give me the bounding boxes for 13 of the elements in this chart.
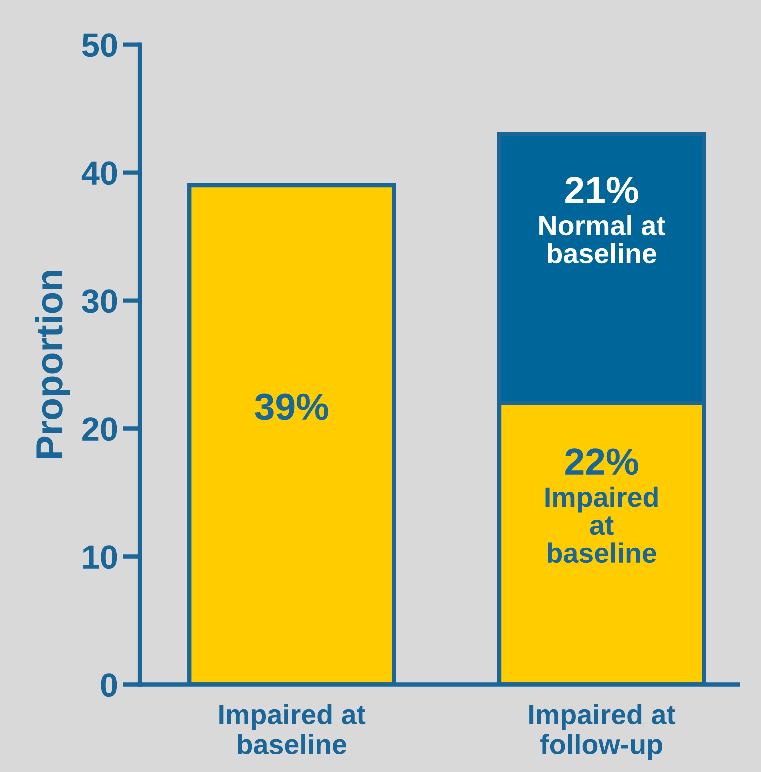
y-tick-label: 20 — [82, 418, 118, 442]
y-tick-label: 0 — [101, 674, 118, 698]
series-label: Normal at baseline — [540, 215, 666, 264]
data-label: 39% — [255, 394, 328, 420]
y-tick-label: 30 — [82, 290, 118, 314]
y-tick-label: 40 — [82, 162, 118, 186]
data-label: 22% — [566, 448, 638, 476]
y-axis-title: Proportion — [35, 271, 70, 458]
y-tick-label: 10 — [84, 546, 118, 570]
data-label: 21% — [566, 177, 638, 204]
y-tick-label: 50 — [82, 34, 118, 58]
series-label: Impaired at baseline — [546, 486, 658, 564]
x-tick-label: Impaired at follow-up — [530, 704, 676, 760]
